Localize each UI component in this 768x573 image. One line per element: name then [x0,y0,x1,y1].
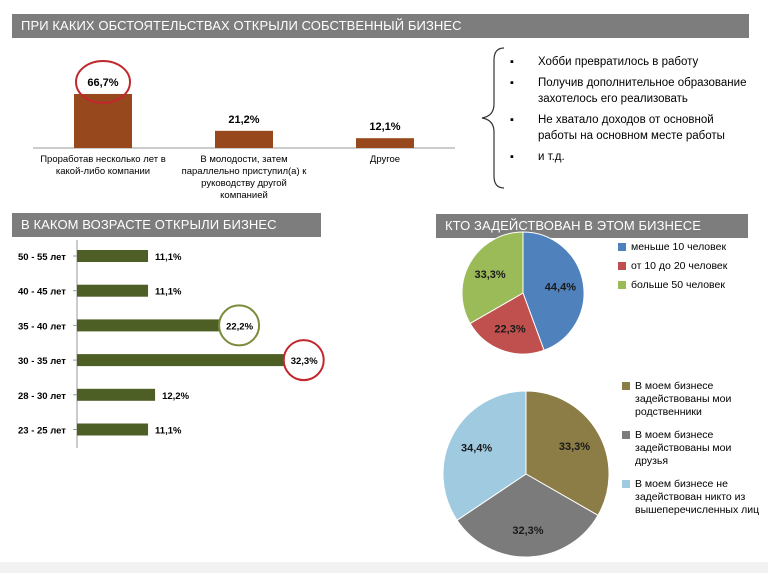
slice-value-label: 33,3% [559,441,590,453]
legend-label: В моем бизнесе задействованы мои друзья [635,429,732,467]
category-label: 28 - 30 лет [18,391,66,402]
header-circumstances: ПРИ КАКИХ ОБСТОЯТЕЛЬСТВАХ ОТКРЫЛИ СОБСТВ… [12,14,749,38]
staff-size-legend: меньше 10 человек от 10 до 20 человек бо… [618,241,727,292]
legend-label: больше 50 человек [631,279,725,291]
bar [77,319,220,332]
legend-swatch-lightblue [622,480,630,488]
bar-value-label: 22,2% [226,321,253,332]
category-label: 30 - 35 лет [18,356,66,367]
bar [77,388,156,401]
bar [77,354,284,367]
pie-slice [456,473,599,558]
footer-strip [0,562,768,573]
legend-swatch-blue [618,243,626,251]
category-label: 35 - 40 лет [18,321,66,332]
category-label: Другое [370,154,400,165]
legend-item: от 10 до 20 человек [618,260,727,273]
legend-label: В моем бизнесе не задействован никто из … [635,478,760,516]
category-label: компанией [220,190,268,201]
legend-swatch-olive [622,382,630,390]
brace-icon [481,47,505,189]
bar-value-label: 12,2% [162,391,189,402]
circumstances-bar-chart: 66,7% Проработав несколько лет вкакой-либ… [33,59,455,201]
staff-size-pie-chart: 44,4% 22,3% 33,3% [461,231,585,355]
highlight-circle [282,339,325,382]
list-item: Хобби превратилось в работу [510,54,755,70]
bar [215,130,273,148]
category-label: руководству другой [201,178,287,189]
bar-value-label: 11,1% [155,287,182,298]
legend-label: В моем бизнесе задействованы мои родстве… [635,380,732,418]
reasons-list: Хобби превратилось в работу Получив допо… [510,54,755,170]
bar-value-label: 11,1% [155,426,182,437]
category-label: Проработав несколько лет в [40,154,166,165]
legend-item: больше 50 человек [618,279,727,292]
bar [77,284,149,297]
bar-value-label: 21,2% [228,114,259,126]
bar-value-label: 12,1% [369,121,400,133]
slice-value-label: 44,4% [545,281,576,293]
legend-swatch-red [618,262,626,270]
list-item: Не хватало доходов от основной работы на… [510,112,755,144]
involvement-pie-chart: 33,3% 32,3% 34,4% [442,390,610,558]
slice-value-label: 34,4% [461,443,492,455]
age-bar-chart: 50 - 55 лет 11,1% 40 - 45 лет 11,1% 35 - 40 … [18,240,325,448]
bar-value-label: 32,3% [291,356,318,367]
legend-item: В моем бизнесе задействованы мои друзья [622,429,762,468]
pie-slice [469,292,545,355]
legend-swatch-green [618,281,626,289]
header-age: В КАКОМ ВОЗРАСТЕ ОТКРЫЛИ БИЗНЕС [12,213,321,237]
slice-value-label: 32,3% [512,525,543,537]
legend-label: от 10 до 20 человек [631,260,728,272]
legend-item: В моем бизнесе задействованы мои родстве… [622,380,762,419]
slice-value-label: 22,3% [494,324,525,336]
category-label: В молодости, затем [200,154,287,165]
highlight-circle [75,59,131,104]
involvement-legend: В моем бизнесе задействованы мои родстве… [622,380,762,517]
legend-label: меньше 10 человек [631,241,727,253]
legend-swatch-gray [622,431,630,439]
list-item: Получив дополнительное образование захот… [510,75,755,107]
category-label: 50 - 55 лет [18,252,66,263]
legend-item: В моем бизнесе не задействован никто из … [622,478,762,517]
pie-slice [525,390,610,517]
highlight-circle [218,304,261,347]
category-label: параллельно приступил(а) к [182,166,308,177]
pie-slice [461,231,524,325]
list-item: и т.д. [510,149,755,165]
bar-value-label: 66,7% [87,77,118,89]
pie-slice [442,390,527,521]
category-label: какой-либо компании [56,166,150,177]
category-label: 40 - 45 лет [18,287,66,298]
legend-item: меньше 10 человек [618,241,727,254]
bar [356,138,414,148]
bar [77,423,149,436]
header-involved: КТО ЗАДЕЙСТВОВАН В ЭТОМ БИЗНЕСЕ [436,214,748,238]
bar-value-label: 11,1% [155,252,182,263]
slice-value-label: 33,3% [475,269,506,281]
pie-slice [522,231,585,351]
category-label: 23 - 25 лет [18,426,66,437]
bar [77,250,149,262]
